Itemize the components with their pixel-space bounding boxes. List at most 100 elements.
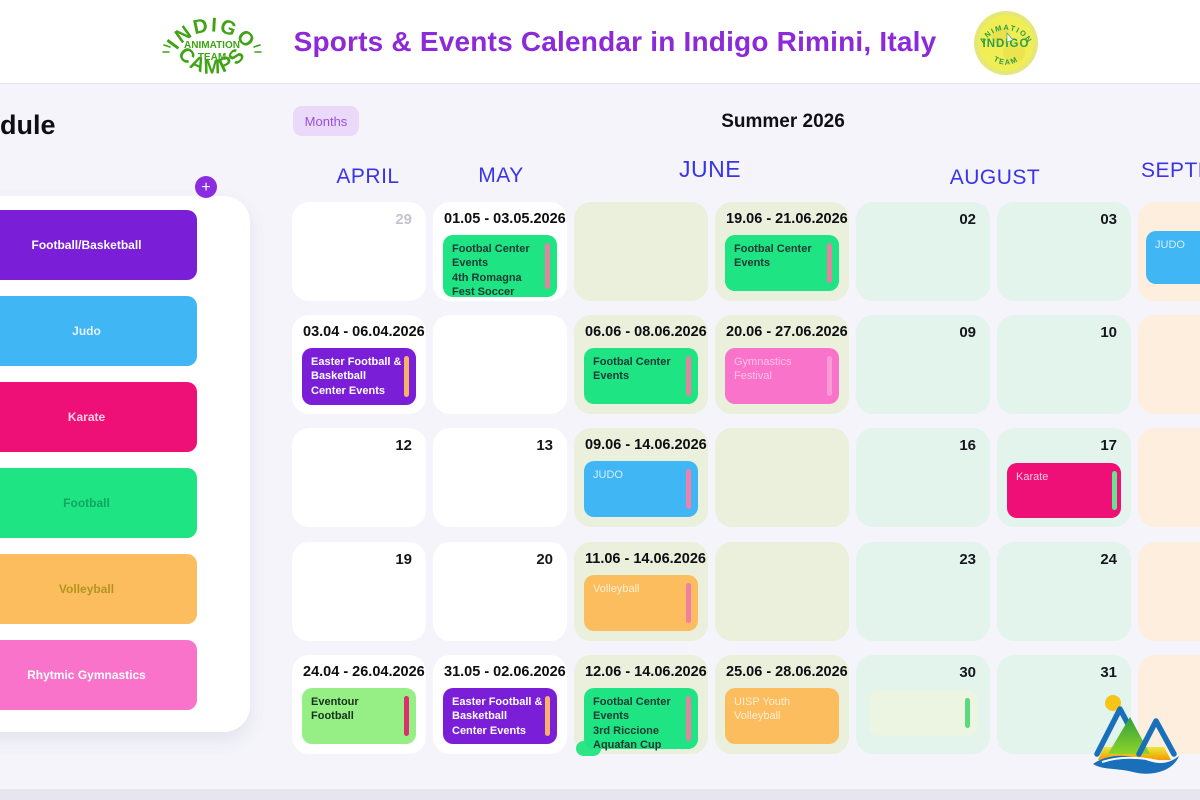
calendar-cell[interactable]: 10	[997, 315, 1131, 414]
event-card[interactable]: Easter Football & Basketball Center Even…	[443, 688, 557, 744]
calendar-cell[interactable]: 24	[997, 542, 1131, 641]
event-date-range: 12.06 - 14.06.2026	[585, 664, 707, 680]
calendar-cell[interactable]: 24.04 - 26.04.2026 Eventour Football	[292, 655, 426, 754]
calendar-cell[interactable]: 31.05 - 02.06.2026 Easter Football & Bask…	[433, 655, 567, 754]
event-card[interactable]: JUDO	[1146, 231, 1200, 284]
calendar-cell[interactable]: 20.06 - 27.06.2026 Gymnastics Festival	[715, 315, 849, 414]
event-color-bar	[404, 696, 409, 736]
day-number: 17	[1100, 437, 1117, 454]
event-title: JUDO	[1155, 239, 1185, 251]
event-card[interactable]: Easter Football & Basketball Center Even…	[302, 348, 416, 405]
event-title: Gymnastics Festival	[734, 356, 792, 383]
event-card[interactable]: Eventour Football	[302, 688, 416, 744]
event-card[interactable]: Karate	[1007, 463, 1121, 518]
event-color-bar	[686, 583, 691, 623]
calendar-cell[interactable]: 02	[856, 202, 990, 301]
calendar-cell[interactable]: 30	[856, 655, 990, 754]
category-button-karate[interactable]: Karate	[0, 382, 197, 452]
event-title: Easter Football & Basketball Center Even…	[452, 696, 543, 737]
calendar-cell[interactable]	[1138, 315, 1200, 414]
event-date-range: 20.06 - 27.06.2026	[726, 324, 848, 340]
event-card[interactable]: Footbal Center Events	[584, 348, 698, 404]
category-button-volleyball[interactable]: Volleyball	[0, 554, 197, 624]
event-card[interactable]: Footbal Center Events 4th Romagna Fest So…	[443, 235, 557, 298]
event-title: Eventour Football	[311, 696, 359, 723]
calendar-cell[interactable]: 12	[292, 428, 426, 527]
calendar-cell[interactable]	[433, 315, 567, 414]
event-color-bar	[404, 356, 409, 397]
day-number: 31	[1100, 664, 1117, 681]
event-card[interactable]: Footbal Center Events 3rd Riccione Aquafa…	[584, 688, 698, 751]
svg-text:TEAM: TEAM	[992, 54, 1020, 66]
day-number: 29	[395, 211, 412, 228]
event-date-range: 24.04 - 26.04.2026	[303, 664, 425, 680]
day-number: 10	[1100, 324, 1117, 341]
calendar-cell[interactable]	[574, 202, 708, 301]
event-title: Karate	[1016, 471, 1049, 483]
event-title: Footbal Center Events	[593, 356, 671, 383]
calendar-cell[interactable]: 19.06 - 21.06.2026 Footbal Center Events	[715, 202, 849, 301]
months-view-button[interactable]: Months	[293, 106, 359, 136]
calendar-cell[interactable]	[1138, 542, 1200, 641]
event-date-range: 31.05 - 02.06.2026	[444, 664, 566, 680]
day-number: 16	[959, 437, 976, 454]
calendar-cell[interactable]: 09.06 - 14.06.2026 JUDO	[574, 428, 708, 527]
calendar-cell[interactable]: 03.04 - 06.04.2026 Easter Football & Bask…	[292, 315, 426, 414]
event-date-range: 06.06 - 08.06.2026	[585, 324, 707, 340]
event-card[interactable]: JUDO	[584, 461, 698, 517]
page-title: Sports & Events Calendar in Indigo Rimin…	[293, 26, 937, 57]
calendar-cell[interactable]: 17 Karate	[997, 428, 1131, 527]
event-date-range: 19.06 - 21.06.2026	[726, 211, 848, 227]
day-number: 03	[1100, 211, 1117, 228]
header: INDIGO ANIMATION TEAM CAMPS Sports & Eve…	[0, 0, 1200, 84]
event-card[interactable]: Footbal Center Events	[725, 235, 839, 291]
badge-center-text: INDIGO	[983, 38, 1030, 50]
event-card[interactable]: Volleyball	[584, 575, 698, 631]
category-button-judo[interactable]: Judo	[0, 296, 197, 366]
calendar-cell[interactable]: 11.06 - 14.06.2026 Volleyball	[574, 542, 708, 641]
category-button-football[interactable]: Football	[0, 468, 197, 538]
day-number: 13	[536, 437, 553, 454]
calendar-cell[interactable]	[1138, 428, 1200, 527]
calendar-cell[interactable]: 16	[856, 428, 990, 527]
day-number: 19	[395, 551, 412, 568]
event-color-bar	[545, 243, 550, 289]
event-card[interactable]: UISP Youth Volleyball	[725, 688, 839, 744]
event-title: Easter Football & Basketball Center Even…	[311, 356, 402, 397]
calendar-cell[interactable]: 01.05 - 03.05.2026 Footbal Center Events 4…	[433, 202, 567, 301]
event-date-range: 01.05 - 03.05.2026	[444, 211, 566, 227]
day-number: 20	[536, 551, 553, 568]
calendar-cell[interactable]: 03	[997, 202, 1131, 301]
indigo-camps-logo-icon: INDIGO ANIMATION TEAM CAMPS	[162, 14, 262, 79]
calendar-cell[interactable]: 23	[856, 542, 990, 641]
event-card[interactable]	[869, 690, 978, 736]
category-button-football-basketball[interactable]: Football/Basketball	[0, 210, 197, 280]
month-header-august: AUGUST	[949, 166, 1041, 189]
day-number: 02	[959, 211, 976, 228]
calendar-cell[interactable]: 29	[292, 202, 426, 301]
calendar-cell[interactable]: 12.06 - 14.06.2026 Footbal Center Events 3…	[574, 655, 708, 756]
calendar-cell[interactable]: 25.06 - 28.06.2026 UISP Youth Volleyball	[715, 655, 849, 754]
event-title: 4th Romagna Fest Soccer	[452, 271, 522, 298]
category-button-rhytmic-gymnastics[interactable]: Rhytmic Gymnastics	[0, 640, 197, 710]
calendar-cell[interactable]	[715, 428, 849, 527]
add-category-button[interactable]: +	[195, 176, 217, 198]
calendar-cell[interactable]: 06.06 - 08.06.2026 Footbal Center Events	[574, 315, 708, 414]
calendar-cell[interactable]: 13	[433, 428, 567, 527]
event-color-bar	[686, 469, 691, 509]
calendar-cell[interactable]	[715, 542, 849, 641]
badge-arc-bottom-text: TEAM	[992, 54, 1018, 66]
calendar-cell[interactable]: JUDO	[1138, 202, 1200, 301]
calendar-cell[interactable]: 09	[856, 315, 990, 414]
calendar-cell[interactable]: 20	[433, 542, 567, 641]
event-card[interactable]: Gymnastics Festival	[725, 348, 839, 404]
category-panel: Football/Basketball Judo Karate Football Vol…	[0, 196, 250, 732]
period-title: Summer 2026	[721, 111, 845, 132]
event-date-range: 09.06 - 14.06.2026	[585, 437, 707, 453]
logo-line1: ANIMATION	[184, 40, 240, 51]
event-color-bar	[965, 698, 970, 728]
event-date-range: 25.06 - 28.06.2026	[726, 664, 848, 680]
calendar-cell[interactable]: 19	[292, 542, 426, 641]
month-header-september: SEPTEMBER	[1141, 159, 1200, 182]
